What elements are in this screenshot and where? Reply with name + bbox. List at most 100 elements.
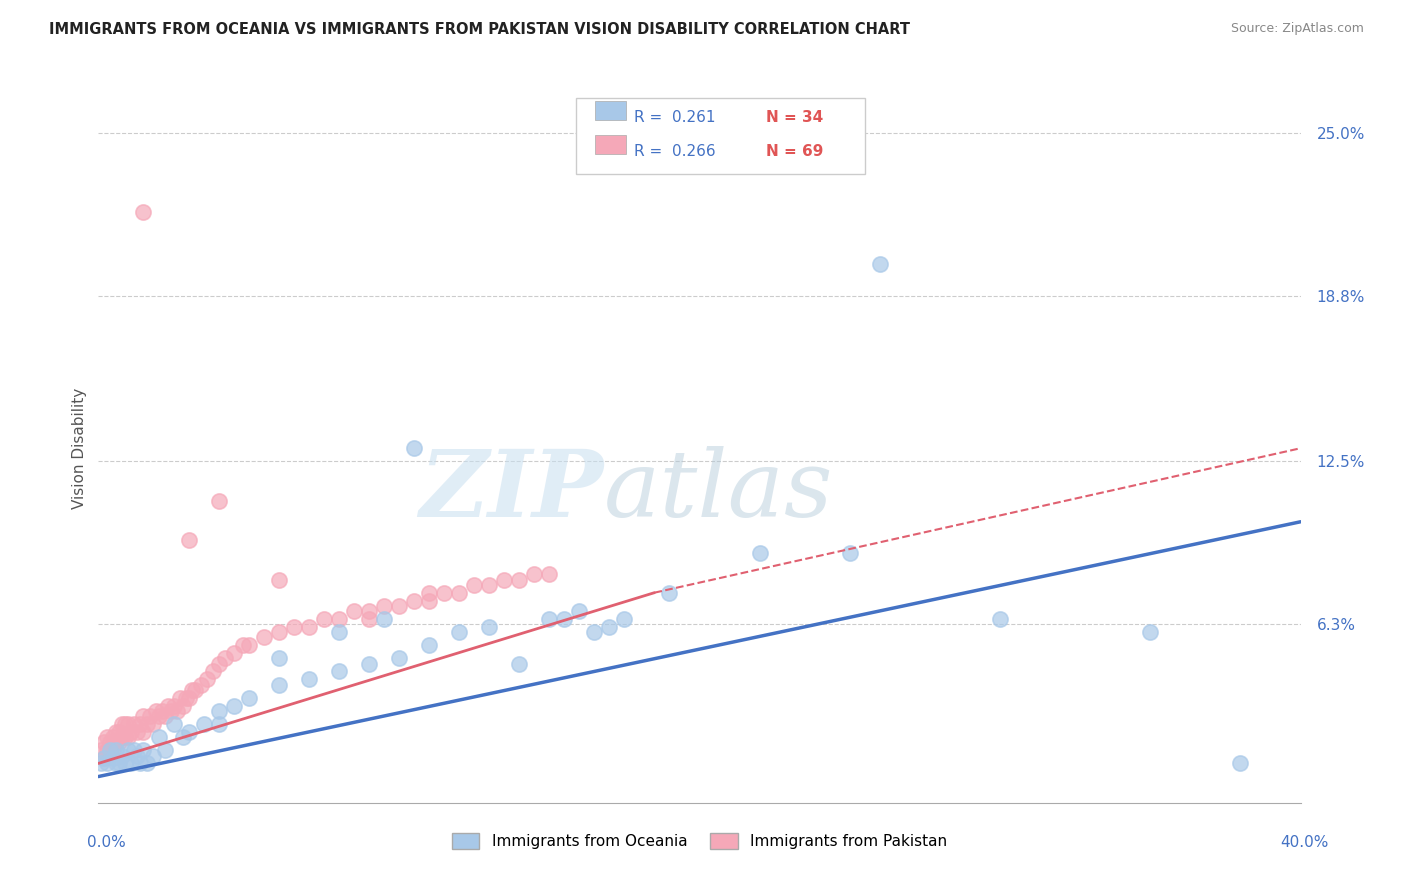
Point	[156, 698, 179, 713]
Text: ZIP: ZIP	[419, 446, 603, 536]
Point	[138, 709, 160, 723]
Point	[150, 704, 173, 718]
Point	[108, 724, 131, 739]
Point	[523, 567, 546, 582]
Point	[222, 698, 245, 713]
Point	[127, 724, 149, 739]
Point	[100, 743, 122, 757]
Point	[114, 756, 136, 771]
Point	[508, 657, 530, 671]
Text: N = 34: N = 34	[766, 110, 824, 125]
Point	[222, 646, 245, 660]
Point	[121, 724, 143, 739]
Point	[418, 585, 440, 599]
Point	[195, 673, 218, 687]
Point	[93, 751, 115, 765]
Point	[494, 573, 516, 587]
Point	[177, 724, 200, 739]
Point	[388, 599, 411, 613]
Point	[124, 743, 146, 757]
Point	[748, 546, 770, 560]
Point	[129, 756, 152, 771]
Point	[328, 665, 350, 679]
Point	[208, 717, 231, 731]
Point	[298, 620, 321, 634]
Point	[153, 743, 176, 757]
Point	[312, 612, 335, 626]
Point	[658, 585, 681, 599]
Point	[141, 717, 163, 731]
Point	[162, 717, 184, 731]
Point	[568, 604, 591, 618]
Point	[96, 756, 118, 771]
Text: N = 69: N = 69	[766, 144, 824, 159]
Point	[132, 709, 155, 723]
Point	[148, 730, 170, 744]
Point	[169, 690, 191, 705]
Text: R =  0.261: R = 0.261	[634, 110, 716, 125]
Point	[598, 620, 620, 634]
Point	[117, 743, 139, 757]
Point	[328, 612, 350, 626]
Point	[463, 578, 485, 592]
Point	[418, 593, 440, 607]
Point	[117, 717, 139, 731]
Text: R =  0.266: R = 0.266	[634, 144, 716, 159]
Point	[478, 578, 501, 592]
Point	[105, 724, 128, 739]
Point	[100, 743, 122, 757]
Point	[373, 599, 395, 613]
Point	[93, 751, 115, 765]
Point	[208, 657, 231, 671]
Point	[214, 651, 236, 665]
Point	[388, 651, 411, 665]
Point	[869, 257, 891, 271]
Point	[180, 682, 202, 697]
Point	[183, 682, 205, 697]
Point	[153, 709, 176, 723]
Point	[141, 748, 163, 763]
Point	[253, 630, 276, 644]
Text: atlas: atlas	[603, 446, 832, 536]
Point	[105, 743, 128, 757]
Point	[538, 612, 561, 626]
Point	[508, 573, 530, 587]
Text: 0.0%: 0.0%	[87, 836, 127, 850]
Point	[267, 651, 290, 665]
Point	[90, 743, 112, 757]
Point	[172, 730, 194, 744]
Point	[298, 673, 321, 687]
Point	[100, 735, 122, 749]
Point	[93, 735, 115, 749]
Point	[132, 724, 155, 739]
Point	[111, 717, 134, 731]
Point	[357, 657, 380, 671]
Point	[124, 717, 146, 731]
Point	[129, 717, 152, 731]
Point	[343, 604, 366, 618]
Point	[538, 567, 561, 582]
Point	[166, 704, 188, 718]
Point	[357, 612, 380, 626]
Point	[583, 625, 606, 640]
Point	[373, 612, 395, 626]
Point	[447, 625, 470, 640]
Text: 40.0%: 40.0%	[1281, 836, 1329, 850]
Point	[114, 717, 136, 731]
Point	[238, 690, 260, 705]
Point	[283, 620, 305, 634]
Point	[232, 638, 254, 652]
Point	[105, 756, 128, 771]
Point	[103, 743, 125, 757]
Legend: Immigrants from Oceania, Immigrants from Pakistan: Immigrants from Oceania, Immigrants from…	[446, 827, 953, 855]
Point	[267, 625, 290, 640]
Point	[132, 743, 155, 757]
Point	[159, 704, 181, 718]
Point	[114, 730, 136, 744]
Point	[447, 585, 470, 599]
Text: Source: ZipAtlas.com: Source: ZipAtlas.com	[1230, 22, 1364, 36]
Point	[988, 612, 1011, 626]
Point	[127, 748, 149, 763]
Point	[108, 735, 131, 749]
Point	[267, 573, 290, 587]
